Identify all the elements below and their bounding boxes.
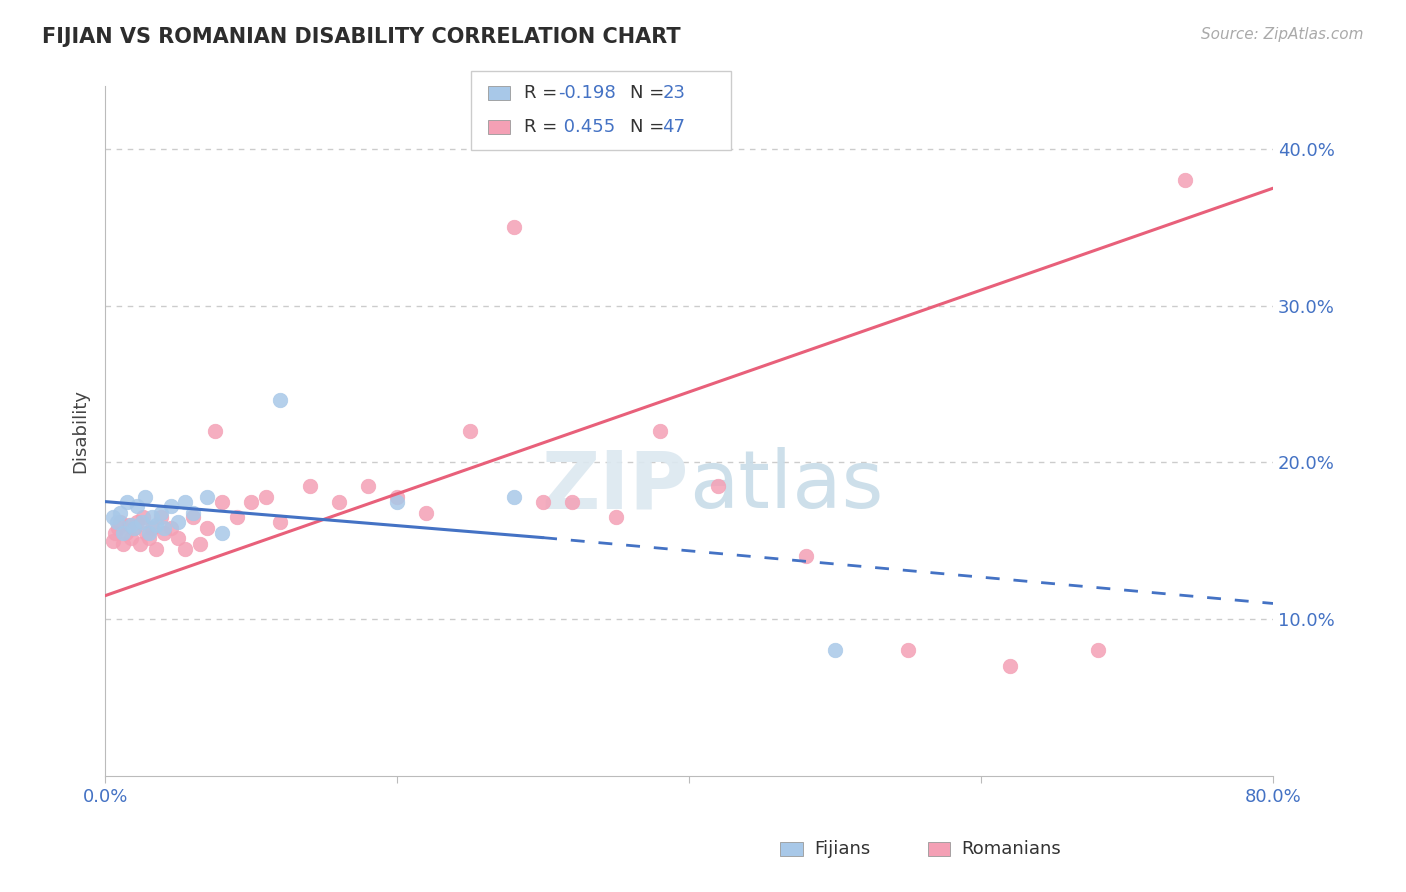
Point [127,515,149,529]
Point [707,479,730,493]
Text: 23: 23 [662,84,685,102]
Point [897,643,920,657]
Point [225,510,247,524]
Text: -0.198: -0.198 [558,84,616,102]
Point [605,510,627,524]
Point [141,521,163,535]
Point [152,521,174,535]
Point [127,500,149,514]
Point [503,220,526,235]
Text: N =: N = [630,84,669,102]
Point [240,494,263,508]
Point [197,521,219,535]
Point [135,525,157,540]
Text: ZIP: ZIP [541,447,689,525]
Text: FIJIAN VS ROMANIAN DISABILITY CORRELATION CHART: FIJIAN VS ROMANIAN DISABILITY CORRELATIO… [42,27,681,46]
Point [167,531,190,545]
Point [1087,643,1109,657]
Text: N =: N = [630,118,669,136]
Point [117,518,139,533]
Point [204,424,226,438]
Point [415,506,437,520]
Point [1174,173,1197,187]
Point [114,525,136,540]
Point [138,531,160,545]
Point [115,494,138,508]
Text: Romanians: Romanians [962,840,1062,858]
Point [328,494,350,508]
Text: Source: ZipAtlas.com: Source: ZipAtlas.com [1201,27,1364,42]
Point [138,525,160,540]
Text: 47: 47 [662,118,685,136]
Point [145,518,167,533]
Point [152,525,174,540]
Point [107,521,129,535]
Point [149,510,172,524]
Point [531,494,554,508]
Text: R =: R = [524,118,564,136]
Point [188,537,211,551]
Point [269,515,291,529]
Point [121,518,143,533]
Point [124,521,146,535]
Point [298,479,321,493]
Point [211,494,233,508]
Point [174,494,197,508]
Point [181,506,204,520]
Point [145,541,167,556]
Point [357,479,380,493]
Point [134,490,156,504]
Text: Fijians: Fijians [814,840,870,858]
Point [458,424,481,438]
Point [111,525,134,540]
Text: 0.455: 0.455 [558,118,616,136]
Point [101,533,124,548]
Point [648,424,671,438]
Point [141,510,163,524]
Y-axis label: Disability: Disability [72,389,89,473]
Point [111,537,134,551]
Text: atlas: atlas [689,447,883,525]
Point [211,525,233,540]
Point [254,490,277,504]
Point [174,541,197,556]
Point [124,521,146,535]
Point [794,549,817,564]
Point [269,392,291,407]
Point [131,515,153,529]
Point [1000,659,1022,673]
Point [149,506,172,520]
Text: R =: R = [524,84,564,102]
Point [160,521,183,535]
Point [108,506,131,520]
Point [561,494,583,508]
Point [160,500,183,514]
Point [132,510,155,524]
Point [824,643,846,657]
Point [121,531,143,545]
Point [129,537,152,551]
Point [503,490,526,504]
Point [385,490,408,504]
Point [385,494,408,508]
Point [105,515,128,529]
Point [104,525,127,540]
Point [101,510,124,524]
Point [167,515,190,529]
Point [108,515,131,529]
Point [181,510,204,524]
Point [197,490,219,504]
